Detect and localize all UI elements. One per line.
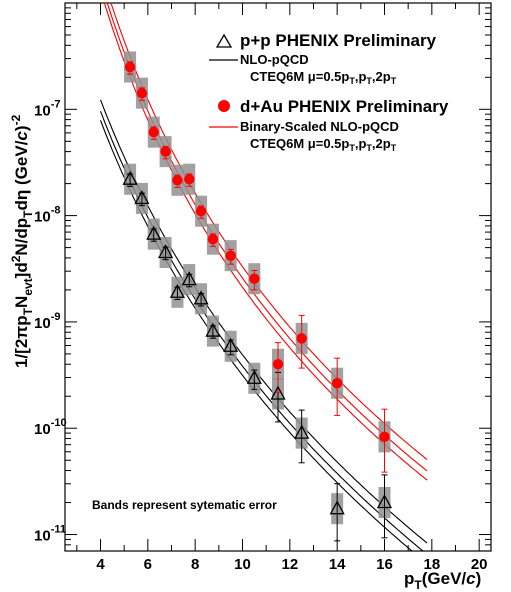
pp-nlo-curve	[99, 99, 428, 544]
pp-data-point	[205, 322, 221, 337]
x-tick-label: 14	[329, 556, 346, 573]
y-tick-label: 10-7	[34, 98, 60, 119]
pp-data-point	[134, 190, 150, 205]
pp-data-point	[157, 244, 174, 259]
legend-pp-cteq: CTEQ6M μ=0.5pT,pT,2pT	[250, 69, 397, 86]
x-tick-label: 20	[471, 556, 488, 573]
dau-data-point	[272, 359, 284, 370]
dau-data-point	[148, 126, 159, 138]
pp-nlo-curve	[99, 110, 424, 551]
pp-data-point	[169, 283, 186, 298]
legend: p+p PHENIX Preliminary NLO-pQCD CTEQ6M μ…	[209, 31, 449, 153]
data-points	[122, 61, 393, 515]
dau-data-point	[249, 273, 260, 284]
x-axis-title: pT(GeV/c)	[404, 569, 481, 592]
plot-frame	[64, 2, 492, 552]
x-tick-label: 16	[376, 556, 393, 573]
x-tick-label: 12	[281, 556, 298, 573]
dau-nlo-curve	[110, 3, 428, 461]
pp-data-point	[181, 271, 197, 286]
pp-data-point	[223, 337, 239, 352]
dau-data-point	[331, 378, 343, 389]
pp-data-point	[246, 369, 262, 384]
legend-dau-circle	[218, 100, 230, 112]
x-tick-label: 8	[191, 556, 199, 573]
pp-data-point	[376, 494, 393, 509]
dau-data-point	[160, 146, 171, 157]
legend-pp-triangle	[215, 33, 233, 48]
x-tick-label: 6	[144, 556, 152, 573]
pp-data-point	[329, 500, 345, 515]
dau-data-point	[296, 333, 307, 344]
dau-data-point	[379, 431, 390, 443]
pp-data-point	[270, 385, 286, 400]
pp-data-point	[122, 170, 138, 185]
legend-pp-curve: NLO-pQCD	[240, 52, 309, 67]
axis-ticks	[65, 2, 491, 552]
x-tick-label: 18	[423, 556, 440, 573]
pp-data-point	[146, 225, 162, 240]
legend-dau-cteq: CTEQ6M μ=0.5pT,pT,2pT	[250, 136, 397, 153]
dau-data-point	[207, 233, 219, 245]
y-tick-labels: 10-11 10-10 10-9 10-8 10-7	[34, 98, 67, 544]
pp-data-point	[193, 290, 209, 305]
theory-curves	[99, 3, 428, 551]
y-tick-label: 10-9	[34, 311, 60, 332]
dau-data-point	[184, 174, 195, 185]
dau-data-point	[172, 175, 183, 186]
legend-dau-curve: Binary-Scaled NLO-pQCD	[240, 119, 399, 134]
dau-data-point	[124, 61, 136, 73]
pp-data-point	[294, 424, 310, 439]
y-axis-title: 1/[2πpTNevt]d2N/dpTdη (GeV/c)-2	[9, 114, 35, 368]
dau-data-point	[225, 250, 236, 261]
y-tick-label: 10-10	[34, 417, 67, 438]
dau-data-point	[136, 87, 148, 99]
y-tick-label: 10-8	[34, 205, 60, 226]
annotation-systematic: Bands represent sytematic error	[92, 498, 277, 512]
x-tick-labels: 4 6 8 10 12 14 16 18 20	[96, 556, 487, 573]
legend-pp-title: p+p PHENIX Preliminary	[240, 31, 437, 50]
legend-dau-title: d+Au PHENIX Preliminary	[240, 97, 449, 116]
y-tick-label: 10-11	[34, 524, 66, 545]
x-tick-label: 4	[96, 556, 105, 573]
dau-data-point	[195, 206, 207, 217]
x-tick-label: 10	[234, 556, 251, 573]
